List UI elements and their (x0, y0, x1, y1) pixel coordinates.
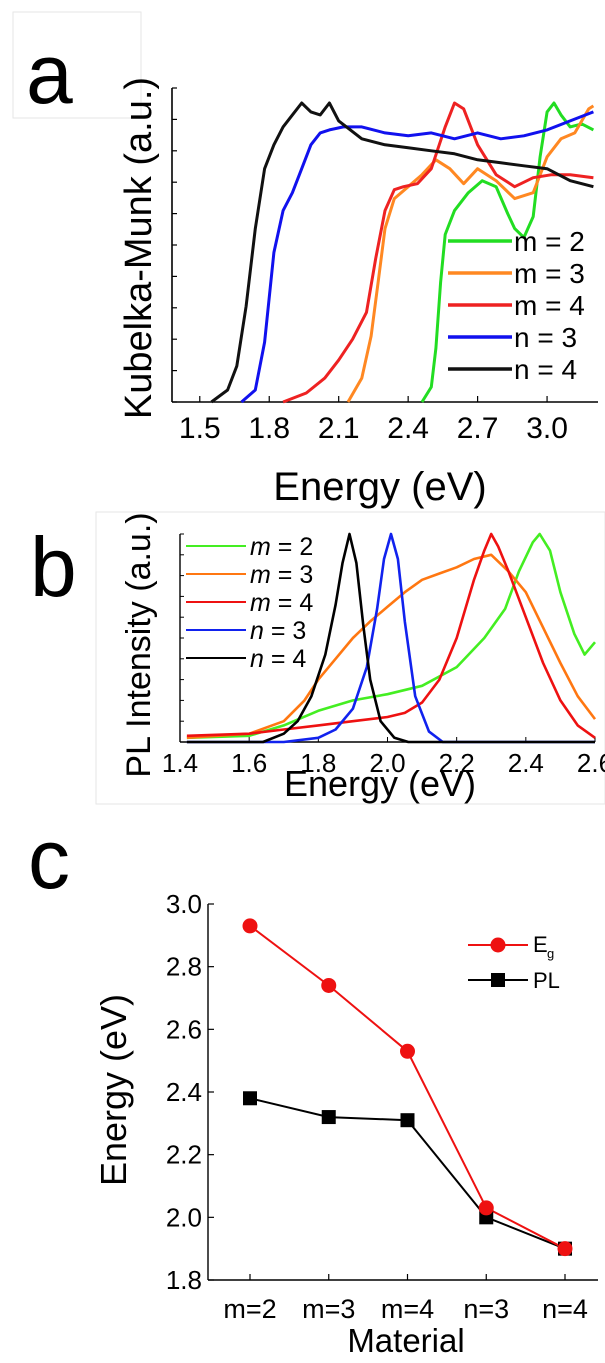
x-tick-label: 2.0 (369, 748, 405, 778)
y-tick-label: 3.0 (166, 889, 202, 919)
x-tick-label: m=2 (223, 1294, 276, 1324)
legend-label: m = 3 (250, 561, 313, 589)
y-axis-label: PL Intensity (a.u.) (120, 512, 158, 777)
x-axis-label: Energy (eV) (273, 465, 486, 509)
data-point (400, 1113, 415, 1128)
x-tick-label: 1.8 (248, 412, 290, 445)
data-point (243, 1091, 257, 1106)
legend-label: m = 2 (250, 533, 313, 561)
series-line (186, 532, 595, 744)
legend-label: n = 3 (250, 617, 306, 645)
series-line (240, 110, 594, 404)
x-tick-label: 1.4 (162, 748, 198, 778)
x-tick-label: 1.5 (179, 412, 221, 445)
x-tick-label: 2.4 (387, 412, 429, 445)
panel-c-chart: 1.8 2.0 2.2 2.4 2.6 2.8 3.0 m=2 m=3 m=4 n=3 n=4 Mate… (93, 889, 598, 1359)
y-axis-label: Energy (eV) (93, 994, 134, 1186)
series-line (186, 553, 597, 740)
y-tick-label: 2.4 (166, 1077, 202, 1107)
y-tick-label: 1.8 (166, 1265, 202, 1295)
x-axis-label: Material (347, 1322, 464, 1359)
data-point (321, 1110, 336, 1125)
series-line (249, 925, 566, 1250)
legend-label: n = 3 (514, 322, 577, 353)
data-point (557, 1241, 573, 1257)
x-tick-label: 2.4 (508, 748, 544, 778)
data-point (478, 1200, 494, 1216)
legend-label: n = 4 (250, 645, 306, 673)
data-point (321, 977, 337, 993)
y-tick-label: 2.8 (166, 952, 202, 982)
x-tick-label: m=3 (302, 1294, 355, 1324)
panel-b-frame (95, 511, 605, 805)
legend-label: m = 4 (250, 589, 313, 617)
x-tick-label: 2.2 (439, 748, 475, 778)
x-tick-label: 2.7 (457, 412, 499, 445)
x-tick-label: 2.1 (318, 412, 360, 445)
panel-b-chart: 1.4 1.6 1.8 2.0 2.2 2.4 2.6 Energy (eV) PL Inten… (120, 512, 605, 804)
legend-label: m = 4 (514, 290, 585, 321)
series-line (346, 104, 595, 403)
series-line (210, 101, 594, 404)
legend-label: E (533, 932, 548, 957)
data-point (400, 1043, 415, 1059)
legend-label: PL (533, 968, 560, 993)
x-tick-label: 1.8 (300, 748, 336, 778)
y-tick-label: 2.2 (166, 1140, 202, 1170)
data-point (242, 918, 258, 934)
legend-label: m = 2 (514, 226, 585, 257)
legend-label-subscript: g (547, 946, 554, 961)
y-tick-label: 2.0 (166, 1202, 202, 1232)
x-axis-label: Energy (eV) (284, 763, 476, 804)
series-line (282, 101, 594, 404)
x-tick-label: 2.6 (577, 748, 605, 778)
legend-marker (490, 937, 506, 953)
panel-a-letter-box (12, 11, 142, 119)
panel-a-chart: 1.5 1.8 2.1 2.4 2.7 3.0 Energy (eV) Kubelka-Mun… (118, 77, 598, 509)
y-axis-label: Kubelka-Munk (a.u.) (118, 77, 160, 419)
panel-letter-c: c (28, 812, 70, 906)
x-tick-label: n=4 (542, 1294, 588, 1324)
legend-label: m = 3 (514, 258, 585, 289)
x-tick-label: 1.6 (231, 748, 267, 778)
series-line (186, 532, 595, 744)
series-line (420, 101, 595, 403)
x-tick-label: m=4 (381, 1294, 434, 1324)
x-tick-label: n=3 (463, 1294, 509, 1324)
series-line (186, 532, 596, 740)
panel-letter-b: b (30, 520, 77, 614)
y-tick-label: 2.6 (166, 1014, 202, 1044)
legend-label: n = 4 (514, 354, 577, 385)
panel-letter-a: a (26, 27, 73, 121)
series-line (186, 532, 596, 739)
legend-marker (491, 973, 505, 987)
x-tick-label: 3.0 (526, 412, 568, 445)
